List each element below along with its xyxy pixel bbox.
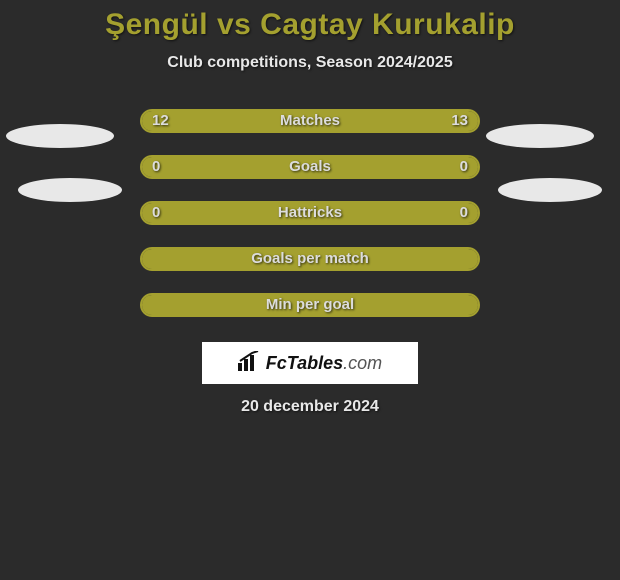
stat-row: Goals per match	[0, 238, 620, 284]
player-ellipse	[498, 178, 602, 202]
comparison-infographic: Şengül vs Cagtay Kurukalip Club competit…	[0, 0, 620, 416]
bar-fill-left	[142, 203, 310, 223]
player-ellipse	[486, 124, 594, 148]
stat-bar	[140, 247, 480, 271]
bar-fill-right	[310, 203, 478, 223]
logo-text: FcTables.com	[266, 353, 382, 374]
bar-fill-left	[142, 249, 310, 269]
subtitle: Club competitions, Season 2024/2025	[0, 54, 620, 72]
player-ellipse	[6, 124, 114, 148]
bar-fill-left	[142, 295, 310, 315]
stat-bar	[140, 201, 480, 225]
bar-fill-right	[310, 295, 478, 315]
player-ellipse	[18, 178, 122, 202]
stat-bar	[140, 293, 480, 317]
logo-box: FcTables.com	[202, 342, 418, 384]
logo-domain: .com	[343, 353, 382, 373]
bar-fill-right	[303, 111, 478, 131]
logo-name: FcTables	[266, 353, 343, 373]
bar-fill-left	[142, 111, 303, 131]
bar-fill-right	[310, 249, 478, 269]
bar-fill-right	[310, 157, 478, 177]
stat-bar	[140, 109, 480, 133]
stat-bar	[140, 155, 480, 179]
title: Şengül vs Cagtay Kurukalip	[0, 8, 620, 42]
bar-fill-left	[142, 157, 310, 177]
date: 20 december 2024	[0, 398, 620, 416]
chart-icon	[238, 351, 260, 376]
stat-row: Min per goal	[0, 284, 620, 330]
